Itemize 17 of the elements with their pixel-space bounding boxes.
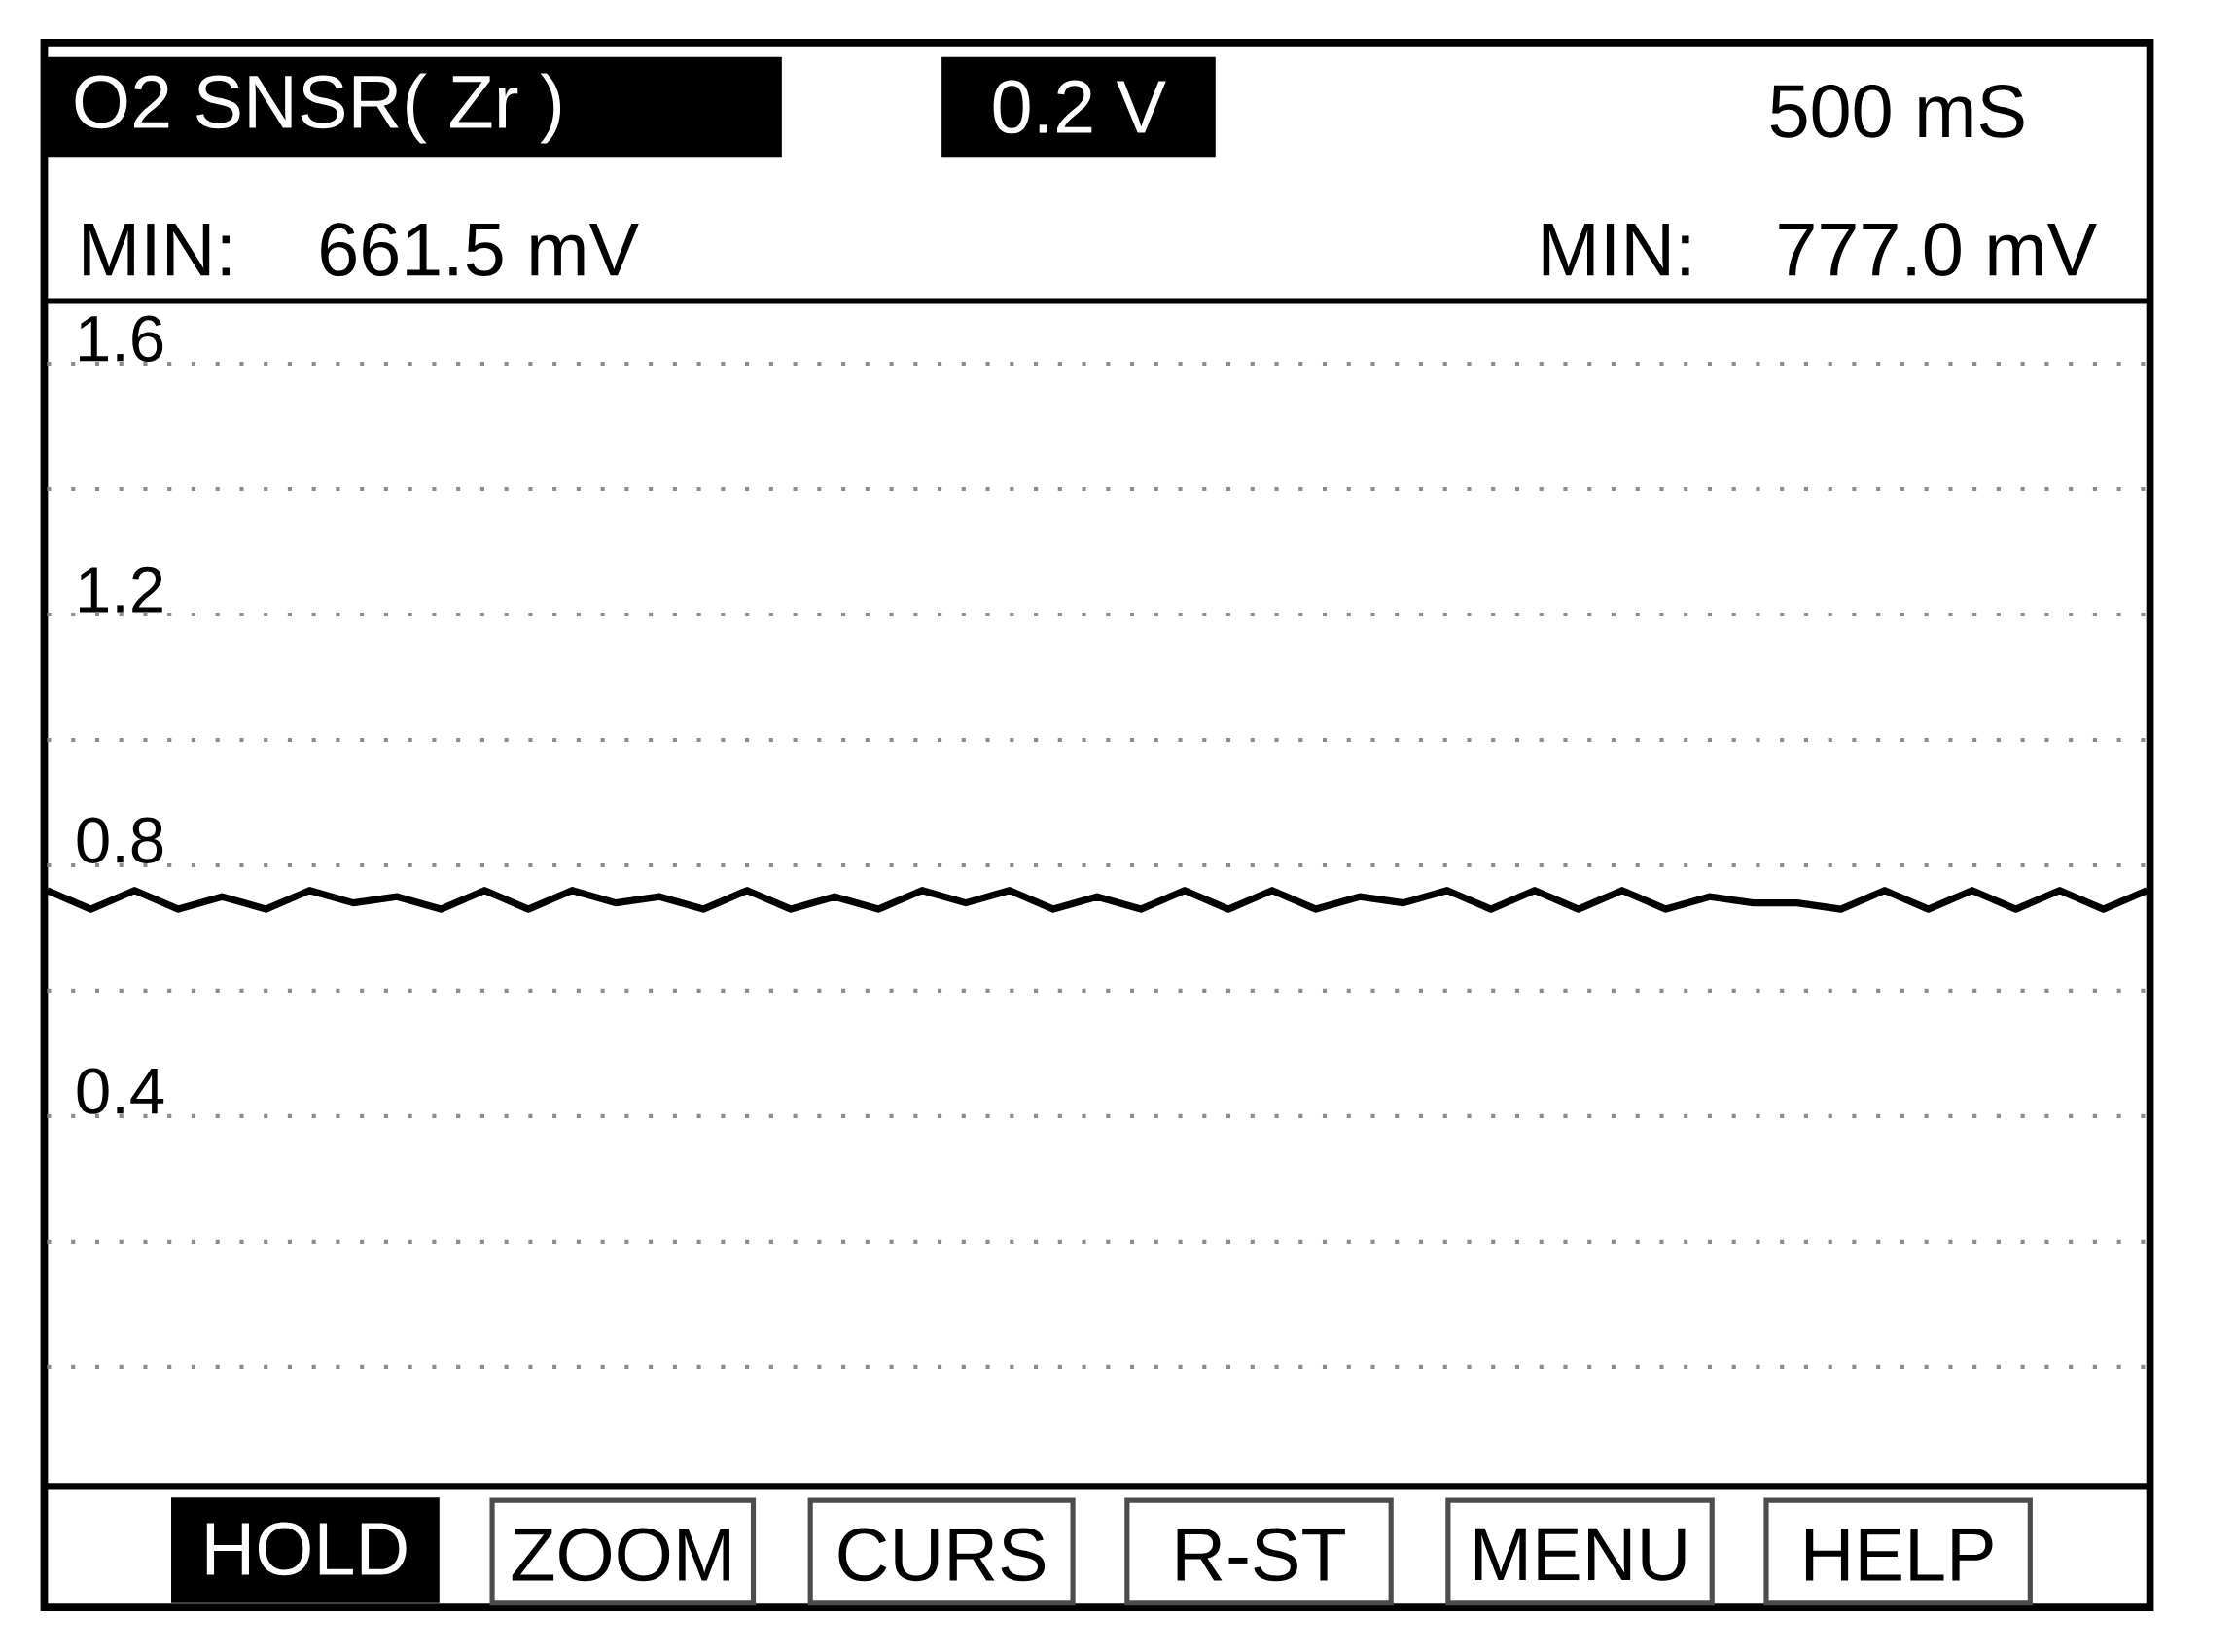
text: CURS <box>838 1528 1046 1582</box>
y-tick-label: 1.2 <box>80 566 162 613</box>
text: 500 mS <box>1770 85 2024 138</box>
text: 777.0 mV <box>1779 223 2097 277</box>
y-tick-label: 0.8 <box>77 817 163 864</box>
text: R-ST <box>1177 1528 1345 1582</box>
text: HOLD <box>206 1522 407 1576</box>
text: MIN: <box>1543 224 1689 276</box>
text: 0.2 V <box>993 80 1166 134</box>
y-tick-label: 0.4 <box>77 1068 164 1115</box>
y-tick-label: 1.6 <box>80 315 163 363</box>
text: MIN: <box>84 224 230 276</box>
text: HELP <box>1805 1529 1993 1581</box>
text: ZOOM <box>512 1528 729 1582</box>
text: MENU <box>1475 1529 1686 1581</box>
chart-title: O2 SNSR( Zr ) <box>75 73 561 144</box>
text: 661.5 mV <box>321 223 639 277</box>
